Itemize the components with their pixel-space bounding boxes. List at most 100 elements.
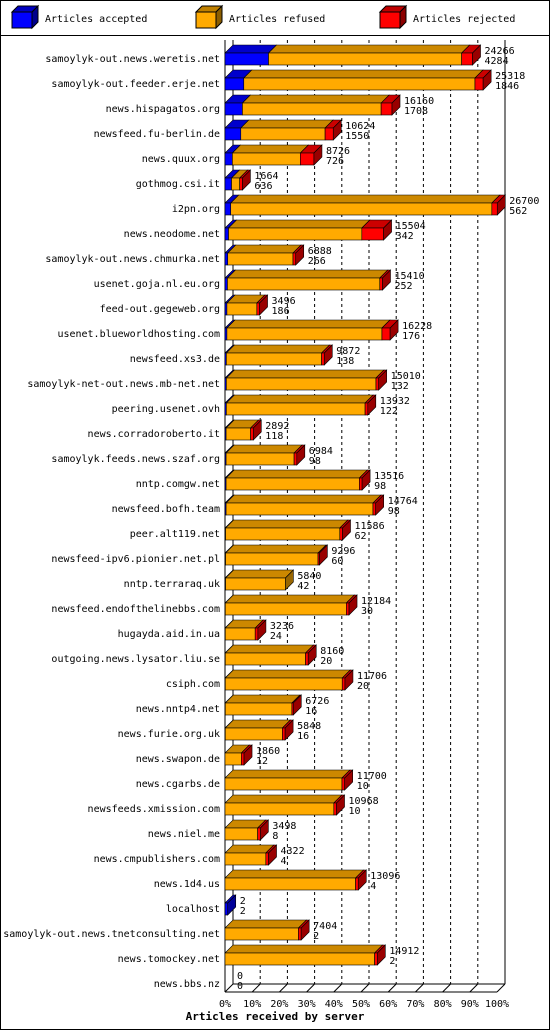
value-label: 9296 xyxy=(331,546,355,557)
bar-top xyxy=(225,344,331,354)
bar-segment xyxy=(231,144,310,166)
bar-side xyxy=(285,569,294,591)
bar-top xyxy=(224,519,349,529)
bar-front xyxy=(226,377,377,391)
bar-front xyxy=(380,102,393,116)
value-label: 26700 xyxy=(509,196,539,207)
bar-top xyxy=(224,669,351,679)
legend-swatch xyxy=(11,11,33,29)
bar-top xyxy=(267,44,471,54)
bar-segment xyxy=(226,244,302,266)
y-tick-label: outgoing.news.lysator.liu.se xyxy=(51,654,220,665)
value-label: 62 xyxy=(355,531,367,542)
value-label: 16228 xyxy=(402,321,432,332)
value-label: 13096 xyxy=(370,871,400,882)
bar-segment xyxy=(229,194,501,216)
bar-segment xyxy=(224,719,292,741)
value-label: 6984 xyxy=(309,446,333,457)
value-label: 636 xyxy=(254,181,272,192)
bar-front xyxy=(224,652,306,666)
bar-front xyxy=(364,402,369,416)
y-tick-label: samoylyk-net-out.news.mb-net.net xyxy=(27,379,220,390)
bar-front xyxy=(224,152,233,166)
bar-top xyxy=(224,694,301,704)
bar-front xyxy=(239,177,243,191)
bar-side xyxy=(296,444,306,466)
bar-front xyxy=(230,202,493,216)
bar-segment xyxy=(224,794,343,816)
value-label: 252 xyxy=(394,281,412,292)
value-label: 1846 xyxy=(495,81,519,92)
bar-side xyxy=(260,819,269,841)
bar-side xyxy=(332,119,342,141)
bar-side xyxy=(357,869,367,891)
bar-top xyxy=(240,119,334,129)
value-label: 1860 xyxy=(256,746,280,757)
bar-segment xyxy=(224,869,365,891)
value-label: 122 xyxy=(380,406,398,417)
bar-front xyxy=(224,927,299,941)
bar-front xyxy=(305,652,309,666)
bar-side xyxy=(268,844,277,866)
y-tick-label: feed-out.gegeweb.org xyxy=(100,304,220,315)
value-label: 10 xyxy=(349,806,361,817)
bar-front xyxy=(292,252,297,266)
value-label: 266 xyxy=(308,256,326,267)
bar-segment xyxy=(224,169,241,191)
y-tick-label: i2pn.org xyxy=(172,204,220,215)
value-label: 10968 xyxy=(349,796,379,807)
value-label: 10624 xyxy=(345,121,375,132)
bar-segment xyxy=(224,844,275,866)
bar-top xyxy=(224,869,365,879)
bar-front xyxy=(224,802,335,816)
value-label: 25318 xyxy=(495,71,525,82)
value-label: 4322 xyxy=(281,846,305,857)
value-label: 6888 xyxy=(308,246,332,257)
bar-segment xyxy=(224,544,327,566)
bar-front xyxy=(379,277,383,291)
value-label: 3236 xyxy=(270,621,294,632)
bar-front xyxy=(298,927,302,941)
bar-front xyxy=(374,952,378,966)
value-label: 132 xyxy=(391,381,409,392)
bar-front xyxy=(225,577,286,591)
bar-top xyxy=(227,219,371,229)
bar-front xyxy=(224,952,375,966)
bar-front xyxy=(242,102,382,116)
tick-mark xyxy=(496,983,506,993)
bar-front xyxy=(257,827,261,841)
y-tick-label: usenet.blueworldhosting.com xyxy=(57,329,220,340)
bar-side xyxy=(227,894,237,916)
bar-front xyxy=(224,702,293,716)
bar-front xyxy=(224,177,232,191)
tick-mark xyxy=(279,983,288,993)
x-tick-label: 80% xyxy=(434,999,452,1010)
bar-side xyxy=(342,519,351,541)
y-tick-label: csiph.com xyxy=(166,679,220,690)
bar-front xyxy=(224,252,229,266)
value-label: 15504 xyxy=(396,221,426,232)
bar-front xyxy=(293,452,298,466)
bar-front xyxy=(226,352,322,366)
y-tick-label: news.1d4.us xyxy=(154,879,220,890)
value-label: 2 xyxy=(313,931,319,942)
x-tick-label: 50% xyxy=(352,999,370,1010)
bar-front xyxy=(227,277,381,291)
bar-segment xyxy=(224,944,384,966)
bar-front xyxy=(225,502,374,516)
value-label: 60 xyxy=(331,556,343,567)
bar-front xyxy=(224,727,283,741)
bar-side xyxy=(313,144,323,166)
bar-top xyxy=(225,369,385,379)
value-label: 5840 xyxy=(297,571,321,582)
y-tick-label: newsfeed.endofthelinebbs.com xyxy=(51,604,220,615)
x-tick-label: 20% xyxy=(270,999,288,1010)
value-label: 1664 xyxy=(254,171,278,182)
value-label: 0 xyxy=(237,971,243,982)
bar-side xyxy=(377,944,386,966)
value-label: 6726 xyxy=(305,696,329,707)
bar-segment xyxy=(243,69,484,91)
bar-front xyxy=(240,127,326,141)
value-label: 0 xyxy=(237,981,243,992)
bar-front xyxy=(243,77,476,91)
